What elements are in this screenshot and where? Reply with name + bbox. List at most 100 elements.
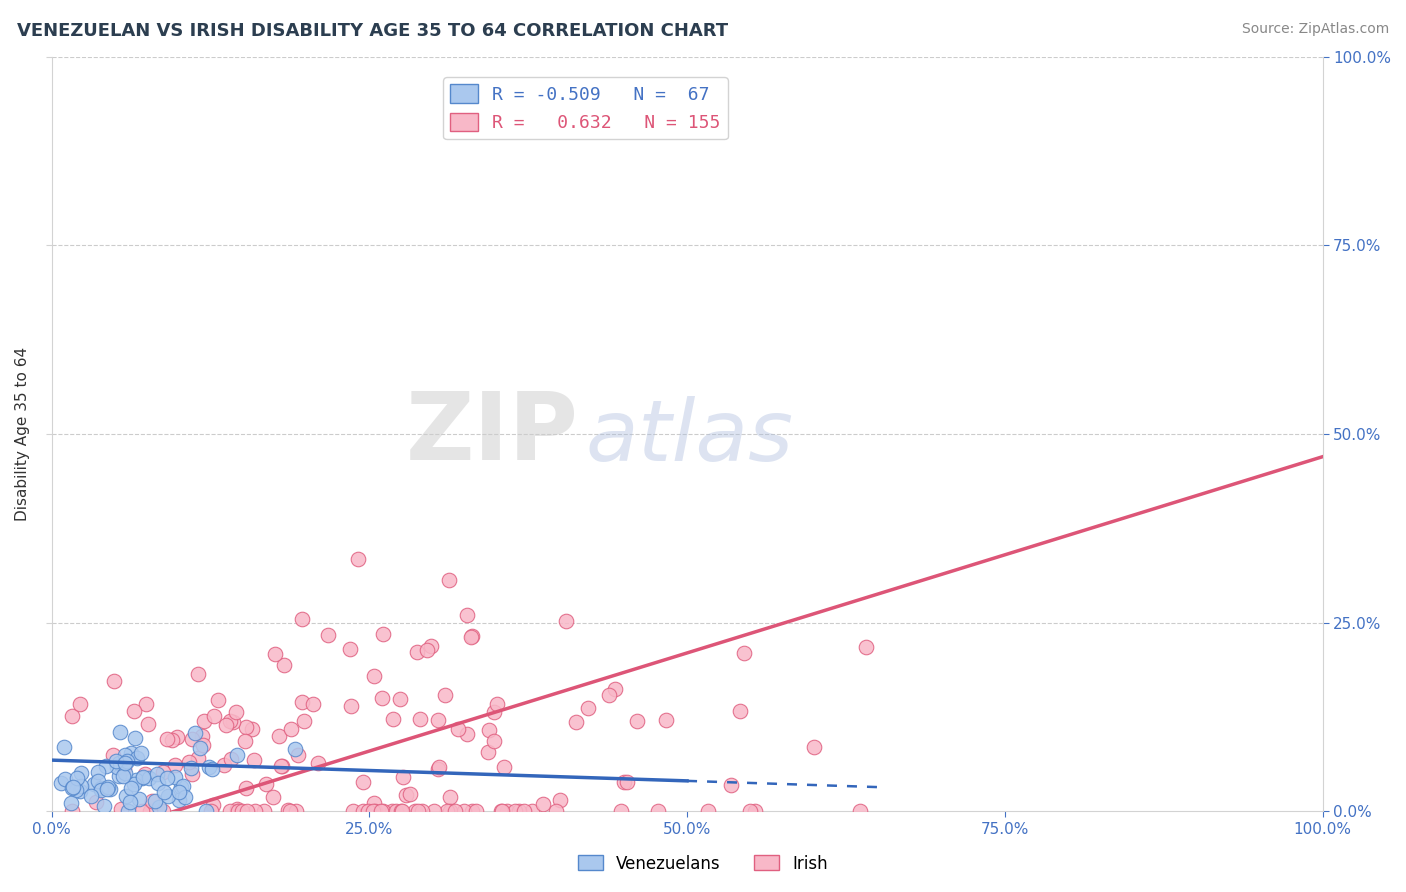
Point: [143, 794, 166, 808]
Point: [616, 774, 638, 789]
Point: [277, 803, 299, 817]
Point: [242, 753, 264, 767]
Point: [439, 804, 461, 818]
Point: [849, 804, 872, 818]
Point: [292, 714, 315, 728]
Point: [491, 804, 513, 818]
Point: [52, 740, 75, 755]
Point: [456, 608, 478, 623]
Point: [613, 775, 636, 789]
Point: [172, 779, 194, 793]
Point: [803, 740, 825, 755]
Point: [399, 787, 422, 801]
Point: [120, 746, 142, 760]
Point: [105, 759, 128, 773]
Point: [385, 804, 408, 818]
Point: [453, 804, 475, 818]
Point: [235, 804, 257, 818]
Point: [132, 770, 155, 784]
Point: [626, 714, 648, 728]
Point: [214, 758, 236, 772]
Point: [125, 772, 148, 787]
Point: [134, 767, 156, 781]
Point: [512, 804, 534, 818]
Point: [103, 673, 125, 688]
Point: [120, 781, 142, 796]
Point: [381, 804, 404, 818]
Point: [342, 804, 364, 818]
Point: [110, 802, 132, 816]
Point: [225, 705, 247, 719]
Point: [60, 796, 83, 810]
Point: [381, 713, 404, 727]
Text: ZIP: ZIP: [406, 388, 579, 480]
Point: [495, 804, 517, 818]
Point: [460, 804, 482, 818]
Point: [60, 709, 83, 723]
Point: [287, 748, 309, 763]
Point: [157, 789, 180, 804]
Point: [191, 738, 214, 752]
Point: [94, 758, 117, 772]
Point: [187, 751, 209, 765]
Point: [363, 669, 385, 683]
Point: [65, 782, 87, 797]
Point: [83, 776, 105, 790]
Point: [146, 776, 169, 790]
Point: [443, 804, 465, 818]
Point: [564, 714, 586, 729]
Point: [245, 804, 267, 818]
Point: [697, 804, 720, 818]
Point: [219, 751, 242, 765]
Point: [139, 804, 162, 818]
Point: [62, 804, 84, 818]
Point: [93, 798, 115, 813]
Point: [69, 784, 91, 798]
Point: [131, 804, 153, 818]
Point: [193, 714, 215, 728]
Point: [267, 729, 290, 743]
Point: [117, 804, 139, 818]
Point: [53, 772, 76, 786]
Point: [138, 771, 160, 785]
Point: [434, 688, 457, 702]
Point: [87, 773, 110, 788]
Point: [115, 789, 138, 804]
Point: [190, 729, 212, 743]
Point: [69, 698, 91, 712]
Point: [201, 798, 224, 813]
Point: [202, 709, 225, 723]
Point: [404, 804, 426, 818]
Point: [226, 804, 249, 818]
Point: [207, 693, 229, 707]
Point: [84, 795, 107, 809]
Point: [465, 804, 488, 818]
Point: [200, 804, 222, 818]
Point: [152, 804, 174, 818]
Point: [456, 727, 478, 741]
Text: atlas: atlas: [585, 396, 793, 479]
Point: [346, 552, 368, 566]
Point: [141, 794, 163, 808]
Point: [187, 667, 209, 681]
Point: [167, 785, 190, 799]
Point: [62, 780, 84, 795]
Point: [112, 761, 135, 775]
Point: [855, 640, 877, 654]
Point: [489, 804, 512, 818]
Point: [302, 697, 325, 711]
Point: [439, 789, 461, 804]
Point: [598, 688, 620, 702]
Point: [253, 804, 276, 818]
Point: [156, 732, 179, 747]
Point: [352, 774, 374, 789]
Point: [108, 769, 131, 783]
Point: [51, 776, 73, 790]
Point: [160, 732, 183, 747]
Point: [738, 804, 761, 818]
Point: [371, 691, 394, 706]
Point: [201, 762, 224, 776]
Point: [69, 780, 91, 794]
Point: [173, 790, 195, 805]
Point: [548, 793, 571, 807]
